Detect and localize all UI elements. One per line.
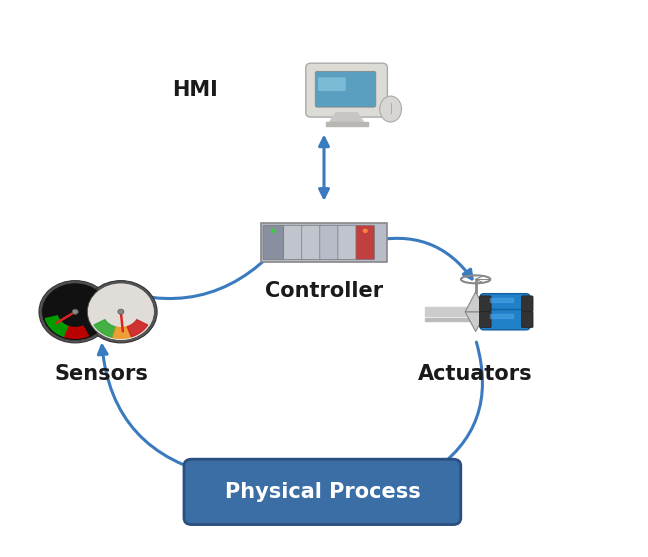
Polygon shape <box>325 121 367 126</box>
FancyBboxPatch shape <box>356 225 375 260</box>
Ellipse shape <box>380 96 402 122</box>
FancyBboxPatch shape <box>480 310 530 330</box>
Circle shape <box>87 283 154 340</box>
FancyBboxPatch shape <box>261 223 387 262</box>
Polygon shape <box>113 326 132 338</box>
FancyBboxPatch shape <box>522 312 533 328</box>
Circle shape <box>363 228 368 233</box>
Text: Sensors: Sensors <box>54 364 148 384</box>
Text: HMI: HMI <box>172 80 218 100</box>
FancyBboxPatch shape <box>306 63 388 117</box>
Polygon shape <box>425 317 501 321</box>
Polygon shape <box>425 307 501 316</box>
FancyBboxPatch shape <box>338 225 356 260</box>
Text: Physical Process: Physical Process <box>224 482 421 502</box>
FancyBboxPatch shape <box>184 459 461 525</box>
Polygon shape <box>94 320 116 338</box>
Polygon shape <box>330 113 364 121</box>
Polygon shape <box>465 312 486 331</box>
Polygon shape <box>491 297 513 302</box>
Circle shape <box>271 228 276 233</box>
Text: Actuators: Actuators <box>419 364 533 384</box>
Polygon shape <box>491 314 513 317</box>
FancyBboxPatch shape <box>480 296 491 312</box>
FancyBboxPatch shape <box>480 312 491 328</box>
FancyBboxPatch shape <box>263 225 284 260</box>
Circle shape <box>118 309 124 314</box>
FancyBboxPatch shape <box>316 71 376 107</box>
Polygon shape <box>65 326 88 338</box>
FancyBboxPatch shape <box>522 296 533 312</box>
FancyBboxPatch shape <box>318 77 346 91</box>
FancyBboxPatch shape <box>302 225 321 260</box>
Polygon shape <box>465 292 486 312</box>
Circle shape <box>39 281 111 343</box>
Circle shape <box>85 281 157 343</box>
FancyBboxPatch shape <box>320 225 338 260</box>
Polygon shape <box>45 316 69 336</box>
Polygon shape <box>127 320 148 336</box>
Circle shape <box>41 283 109 340</box>
FancyBboxPatch shape <box>480 294 530 314</box>
Text: Controller: Controller <box>265 281 383 301</box>
FancyBboxPatch shape <box>284 225 303 260</box>
Circle shape <box>72 309 78 314</box>
